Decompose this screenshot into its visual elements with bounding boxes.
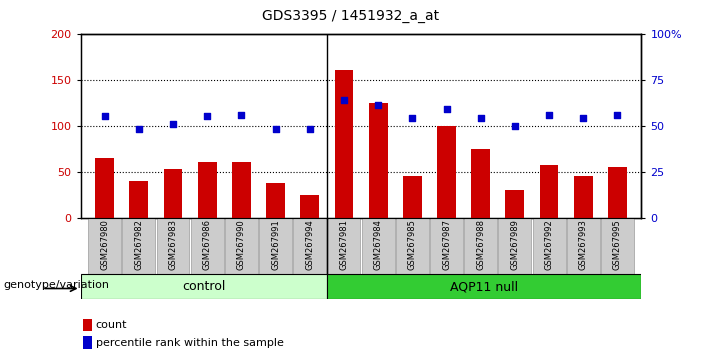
Text: genotype/variation: genotype/variation bbox=[4, 280, 109, 290]
FancyBboxPatch shape bbox=[464, 218, 497, 274]
Point bbox=[543, 112, 554, 118]
FancyBboxPatch shape bbox=[123, 218, 155, 274]
FancyBboxPatch shape bbox=[225, 218, 258, 274]
Text: GSM267981: GSM267981 bbox=[339, 219, 348, 270]
Text: GSM267987: GSM267987 bbox=[442, 219, 451, 270]
Text: GSM267989: GSM267989 bbox=[510, 219, 519, 270]
Point bbox=[407, 115, 418, 121]
Bar bbox=[334, 70, 353, 218]
FancyBboxPatch shape bbox=[293, 218, 326, 274]
FancyBboxPatch shape bbox=[396, 218, 429, 274]
Bar bbox=[437, 126, 456, 218]
Text: percentile rank within the sample: percentile rank within the sample bbox=[96, 338, 284, 348]
Bar bbox=[574, 176, 592, 218]
Point bbox=[304, 126, 315, 132]
FancyBboxPatch shape bbox=[601, 218, 634, 274]
Text: GSM267985: GSM267985 bbox=[408, 219, 417, 270]
FancyBboxPatch shape bbox=[362, 218, 395, 274]
Bar bbox=[266, 183, 285, 218]
Point bbox=[270, 126, 281, 132]
Bar bbox=[95, 158, 114, 218]
Point bbox=[578, 115, 589, 121]
FancyBboxPatch shape bbox=[156, 218, 189, 274]
Text: AQP11 null: AQP11 null bbox=[450, 280, 518, 293]
Bar bbox=[505, 190, 524, 218]
Text: GSM267984: GSM267984 bbox=[374, 219, 383, 270]
Bar bbox=[83, 319, 92, 331]
FancyBboxPatch shape bbox=[430, 218, 463, 274]
Text: GDS3395 / 1451932_a_at: GDS3395 / 1451932_a_at bbox=[262, 9, 439, 23]
FancyBboxPatch shape bbox=[533, 218, 566, 274]
FancyBboxPatch shape bbox=[498, 218, 531, 274]
Text: control: control bbox=[182, 280, 226, 293]
Text: GSM267980: GSM267980 bbox=[100, 219, 109, 270]
Text: GSM267990: GSM267990 bbox=[237, 219, 246, 270]
Text: GSM267991: GSM267991 bbox=[271, 219, 280, 270]
Text: GSM267995: GSM267995 bbox=[613, 219, 622, 270]
Bar bbox=[403, 176, 422, 218]
Point bbox=[133, 126, 144, 132]
Text: GSM267988: GSM267988 bbox=[476, 219, 485, 270]
Text: GSM267992: GSM267992 bbox=[545, 219, 554, 270]
Point bbox=[441, 106, 452, 112]
FancyBboxPatch shape bbox=[327, 274, 641, 299]
Point bbox=[475, 115, 486, 121]
Text: count: count bbox=[96, 320, 128, 330]
Point bbox=[372, 103, 383, 108]
FancyBboxPatch shape bbox=[191, 218, 224, 274]
Point bbox=[612, 112, 623, 118]
Bar bbox=[198, 162, 217, 218]
Bar bbox=[300, 195, 319, 218]
FancyBboxPatch shape bbox=[567, 218, 599, 274]
Bar bbox=[83, 336, 92, 349]
Point bbox=[510, 123, 521, 129]
Bar bbox=[130, 181, 148, 218]
FancyBboxPatch shape bbox=[259, 218, 292, 274]
Text: GSM267993: GSM267993 bbox=[579, 219, 587, 270]
FancyBboxPatch shape bbox=[88, 218, 121, 274]
FancyBboxPatch shape bbox=[327, 218, 360, 274]
Bar bbox=[540, 165, 559, 218]
Bar bbox=[232, 162, 251, 218]
Text: GSM267982: GSM267982 bbox=[135, 219, 143, 270]
Point bbox=[168, 121, 179, 127]
Text: GSM267994: GSM267994 bbox=[305, 219, 314, 270]
Bar bbox=[163, 169, 182, 218]
Point bbox=[99, 114, 110, 119]
Text: GSM267983: GSM267983 bbox=[168, 219, 177, 270]
FancyBboxPatch shape bbox=[81, 274, 327, 299]
Point bbox=[339, 97, 350, 103]
Point bbox=[236, 112, 247, 118]
Bar bbox=[471, 149, 490, 218]
Bar bbox=[608, 167, 627, 218]
Text: GSM267986: GSM267986 bbox=[203, 219, 212, 270]
Point bbox=[201, 114, 212, 119]
Bar bbox=[369, 103, 388, 218]
